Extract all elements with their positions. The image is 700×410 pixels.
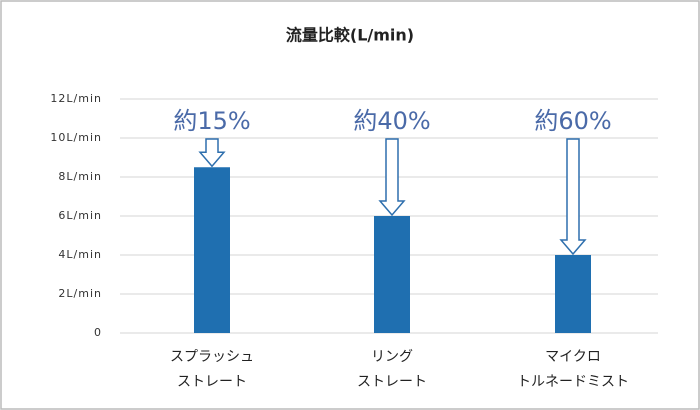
x-tick-label: スプラッシュ	[170, 349, 254, 365]
bar	[555, 255, 591, 333]
arrow	[198, 138, 226, 168]
y-tick-label: 6L/min	[58, 209, 102, 222]
chart-title: 流量比較(L/min)	[286, 26, 414, 45]
y-tick-label: 2L/min	[58, 287, 102, 300]
y-tick-label: 4L/min	[58, 248, 102, 261]
y-tick-label: 0	[94, 326, 102, 339]
x-tick-label: ストレート	[357, 374, 427, 390]
y-tick-label: 8L/min	[58, 170, 102, 183]
annotation: 約60%	[534, 107, 611, 135]
annotation: 約15%	[173, 107, 250, 135]
x-tick-label: マイクロ	[545, 349, 601, 365]
bar	[194, 167, 230, 333]
arrow	[559, 138, 587, 256]
y-tick-label: 12L/min	[50, 92, 102, 105]
x-tick-label: トルネードミスト	[517, 374, 629, 390]
annotation: 約40%	[353, 107, 430, 135]
y-tick-label: 10L/min	[50, 131, 102, 144]
arrow	[378, 138, 406, 217]
x-tick-label: リング	[371, 349, 413, 365]
bar	[374, 216, 410, 333]
x-tick-label: ストレート	[177, 374, 247, 390]
